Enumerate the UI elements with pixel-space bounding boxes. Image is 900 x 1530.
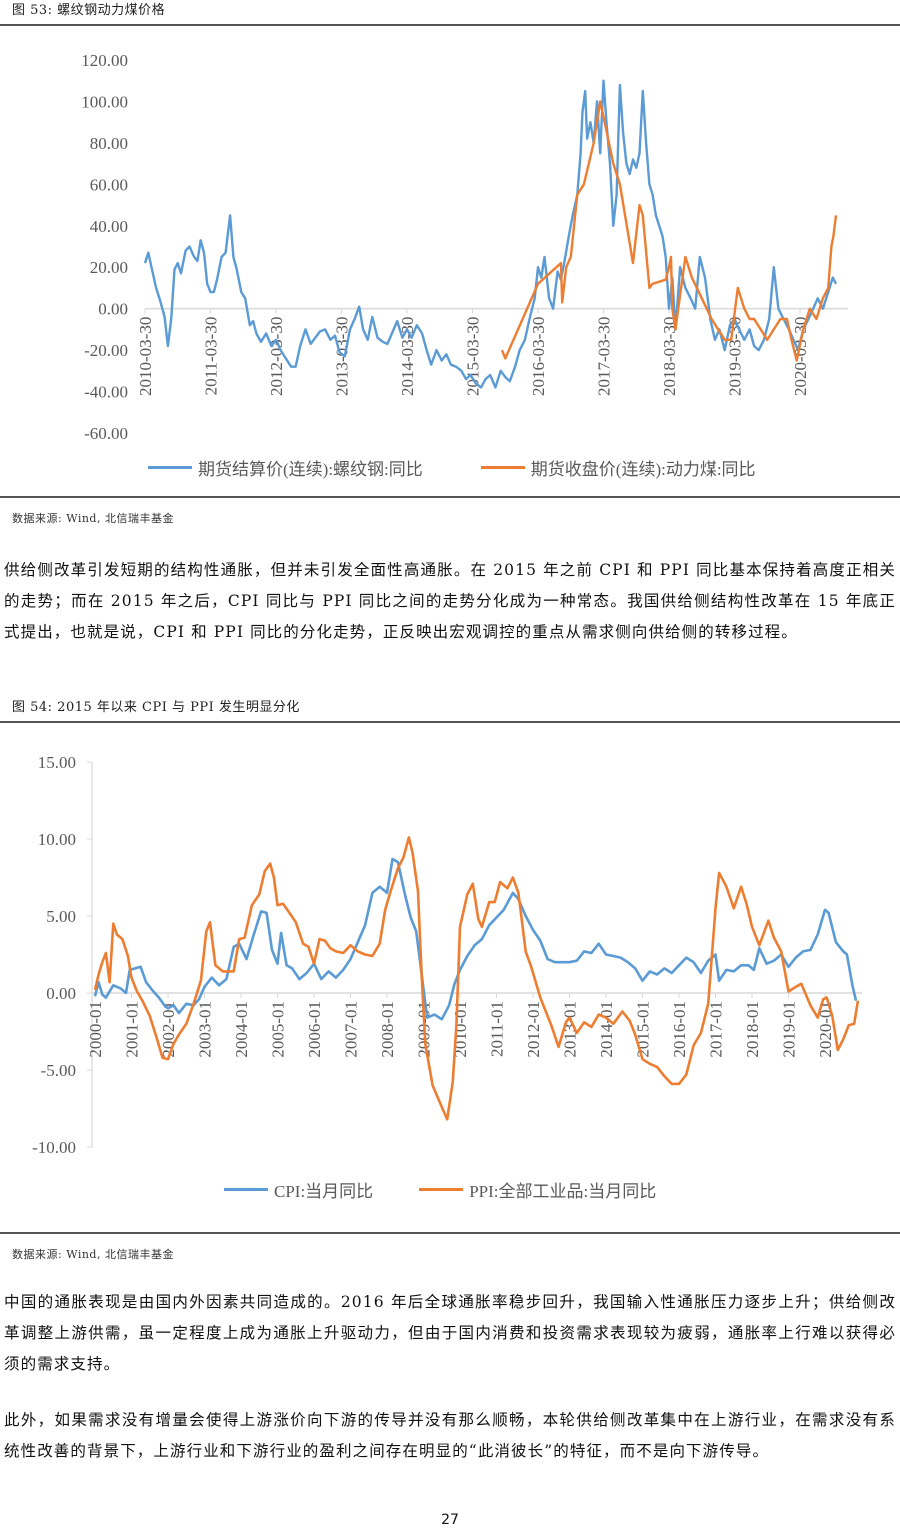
figure-53-bottom-rule: [0, 496, 900, 498]
cpi-ppi-chart: 15.00 10.00 5.00 0.00 -5.00 -10.00 2000-01 2001…: [32, 753, 862, 1157]
legend-swatch-coal: [480, 466, 525, 469]
x-tick-label: 2004-01: [232, 1001, 251, 1058]
series-line-1: [93, 836, 860, 1121]
legend-label-rebar: 期货结算价(连续):螺纹钢:同比: [198, 460, 423, 479]
x-tick-label: 2010-03-30: [136, 317, 155, 396]
figure-54-title: 图 54: 2015 年以来 CPI 与 PPI 发生明显分化: [12, 700, 300, 715]
y-tick-label: 120.00: [81, 51, 128, 70]
y-tick-label: -40.00: [84, 383, 128, 402]
y-tick-label: 100.00: [81, 92, 128, 111]
y-tick-label: -10.00: [32, 1138, 76, 1157]
x-tick-label: 2006-01: [305, 1001, 324, 1058]
x-tick-label: 2013-01: [561, 1001, 580, 1058]
paragraph-transmission: 此外，如果需求没有增量会使得上游涨价向下游的传导并没有那么顺畅，本轮供给侧改革集…: [4, 1411, 896, 1460]
series-line-0: [143, 79, 838, 389]
legend-label-ppi: PPI:全部工业品:当月同比: [469, 1182, 657, 1201]
paragraph-inflation-drivers: 中国的通胀表现是由国内外因素共同造成的。2016 年后全球通胀率稳步回升，我国输…: [4, 1293, 896, 1373]
x-tick-label: 2017-03-30: [595, 317, 614, 396]
y-tick-label: -20.00: [84, 341, 128, 360]
x-tick-label: 2016-01: [670, 1001, 689, 1058]
figure-53-title: 图 53: 螺纹钢动力煤价格: [12, 3, 166, 18]
legend-label-coal: 期货收盘价(连续):动力煤:同比: [530, 460, 756, 479]
rebar-coal-chart: 120.00 100.00 80.00 60.00 40.00 20.00 0.00 -20.…: [81, 51, 848, 443]
x-tick-label: 2020-01: [816, 1001, 835, 1058]
page-number: 27: [441, 1512, 459, 1528]
x-tick-label: 2014-01: [597, 1001, 616, 1058]
y-tick-label: 40.00: [90, 217, 128, 236]
y-tick-label: 0.00: [46, 984, 76, 1003]
legend-swatch-ppi: [419, 1188, 464, 1191]
figure-53-top-rule: [0, 24, 900, 26]
y-tick-label: -60.00: [84, 424, 128, 443]
x-tick-label: 2008-01: [378, 1001, 397, 1058]
legend-label-cpi: CPI:当月同比: [274, 1182, 374, 1201]
x-tick-label: 2011-03-30: [202, 317, 221, 396]
x-tick-label: 2016-03-30: [529, 317, 548, 396]
y-tick-label: 5.00: [46, 907, 76, 926]
y-tick-label: 0.00: [98, 300, 128, 319]
x-tick-label: 2015-03-30: [464, 317, 483, 396]
x-tick-label: 2018-03-30: [660, 317, 679, 396]
chart1-legend: 期货结算价(连续):螺纹钢:同比 期货收盘价(连续):动力煤:同比: [148, 455, 756, 480]
figure-54-top-rule: [0, 721, 900, 723]
x-tick-label: 2019-01: [780, 1001, 799, 1058]
y-tick-label: -5.00: [41, 1061, 76, 1080]
x-tick-label: 2018-01: [743, 1001, 762, 1058]
x-tick-label: 2011-01: [488, 1001, 507, 1057]
figure-54-bottom-rule: [0, 1232, 900, 1234]
y-tick-label: 60.00: [90, 175, 128, 194]
legend-swatch-cpi: [224, 1188, 268, 1191]
x-tick-label: 2007-01: [342, 1001, 361, 1058]
x-tick-label: 2019-03-30: [726, 317, 745, 396]
x-tick-label: 2017-01: [707, 1001, 726, 1058]
series-line-0: [93, 857, 858, 1021]
series-line-1: [500, 100, 838, 362]
x-tick-label: 2012-03-30: [267, 317, 286, 396]
x-tick-label: 2012-01: [524, 1001, 543, 1058]
x-tick-label: 2020-03-30: [791, 317, 810, 396]
x-tick-label: 2003-01: [196, 1001, 215, 1058]
figure-54-source: 数据来源: Wind, 北信瑞丰基金: [12, 1248, 174, 1261]
x-tick-label: 2005-01: [269, 1001, 288, 1058]
legend-swatch-rebar: [148, 466, 192, 469]
chart2-legend: CPI:当月同比 PPI:全部工业品:当月同比: [224, 1177, 656, 1202]
y-tick-label: 10.00: [38, 830, 76, 849]
y-tick-label: 80.00: [90, 134, 128, 153]
x-tick-label: 2000-01: [86, 1001, 105, 1058]
y-tick-label: 20.00: [90, 258, 128, 277]
figure-53-source: 数据来源: Wind, 北信瑞丰基金: [12, 512, 174, 525]
x-tick-label: 2001-01: [123, 1001, 142, 1058]
paragraph-supply-side-reform: 供给侧改革引发短期的结构性通胀，但并未引发全面性高通胀。在 2015 年之前 C…: [4, 561, 896, 641]
x-tick-label: 2015-01: [634, 1001, 653, 1058]
y-tick-label: 15.00: [38, 753, 76, 772]
x-tick-label: 2013-03-30: [333, 317, 352, 396]
